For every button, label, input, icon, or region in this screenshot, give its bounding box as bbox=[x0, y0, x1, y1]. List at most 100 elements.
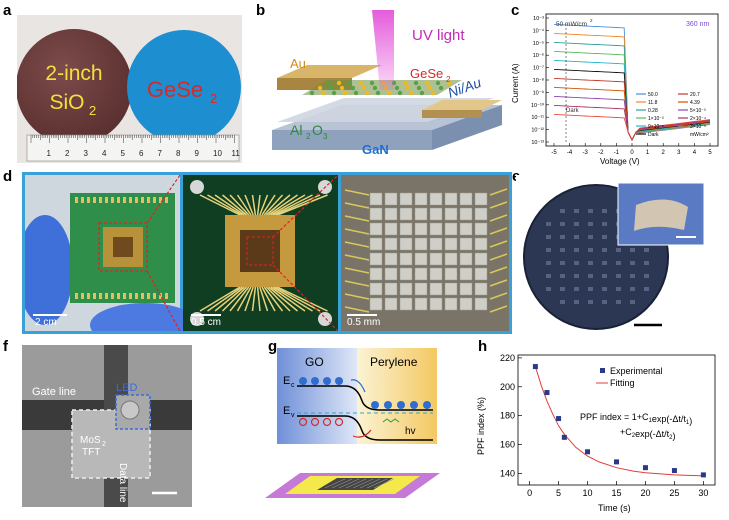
iv-x-tick: 1 bbox=[646, 150, 650, 156]
go-label: GO bbox=[305, 355, 324, 369]
ruler-number: 7 bbox=[158, 149, 163, 158]
ppf-x-tick: 0 bbox=[527, 488, 532, 498]
ppf-x-axis-label: Time (s) bbox=[598, 503, 631, 513]
iv-y-tick: 10⁻⁴ bbox=[533, 27, 545, 34]
ruler-number: 1 bbox=[47, 149, 52, 158]
valence-band bbox=[297, 415, 433, 441]
panel-label-h: h bbox=[478, 338, 488, 355]
iv-y-tick: 10⁻⁵ bbox=[533, 40, 544, 47]
iv-legend-label: 11.8 bbox=[648, 100, 658, 106]
tft-label: TFT bbox=[82, 447, 100, 458]
panel-label-f: f bbox=[3, 338, 8, 355]
experimental-point bbox=[561, 434, 567, 440]
experimental-point bbox=[614, 459, 619, 465]
ruler-number: 3 bbox=[84, 149, 89, 158]
iv-legend-label: 50.0 bbox=[648, 92, 658, 98]
iv-legend-label: 20.7 bbox=[690, 92, 700, 98]
panel-b-device-schematic: UV light Au GeSe 2 Ni/Au Al 2 O 3 GaN bbox=[272, 10, 502, 157]
panel-label-d: d bbox=[3, 168, 13, 185]
panel-f-micrograph: Gate line LED MoS 2 TFT Data line bbox=[22, 345, 192, 507]
wafer-label-gese2-sub: 2 bbox=[210, 91, 217, 106]
ppf-y-axis-label: PPF index (%) bbox=[476, 397, 486, 455]
iv-y-tick: 10⁻¹³ bbox=[531, 140, 544, 146]
panel-a-photo: 2-inch SiO 2 GeSe 2 1 2 3 4 5 6 7 8 9 10 11 bbox=[17, 15, 242, 163]
experimental-point bbox=[642, 465, 648, 471]
iv-y-tick: 10⁻⁶ bbox=[533, 52, 544, 59]
gese2-wafer bbox=[127, 30, 241, 144]
scale-bar-2cm: 2 cm bbox=[35, 317, 57, 328]
svg-text:2: 2 bbox=[590, 18, 593, 23]
experimental-point bbox=[671, 468, 677, 474]
svg-text:2: 2 bbox=[306, 132, 311, 141]
experimental-point bbox=[544, 390, 550, 396]
iv-legend-label: mW/cm² bbox=[690, 132, 709, 138]
iv-x-tick: -4 bbox=[567, 150, 573, 156]
iv-y-tick: 10⁻⁷ bbox=[533, 65, 544, 72]
ppf-x-tick: 5 bbox=[556, 488, 561, 498]
ppf-y-tick: 140 bbox=[500, 468, 515, 478]
ppf-x-tick: 10 bbox=[583, 488, 593, 498]
niau-label: Ni/Au bbox=[446, 74, 484, 101]
ppf-y-tick: 160 bbox=[500, 440, 515, 450]
wafer-label-2inch: 2-inch bbox=[45, 62, 102, 85]
svg-text:O: O bbox=[312, 122, 323, 138]
perylene-label: Perylene bbox=[370, 355, 418, 369]
svg-text:E: E bbox=[283, 375, 290, 387]
ruler-number: 8 bbox=[176, 149, 181, 158]
panel-label-g: g bbox=[268, 338, 278, 355]
panel-g-band-diagram: GO Perylene E c E v hv bbox=[265, 348, 440, 498]
gate-line-label: Gate line bbox=[32, 386, 76, 398]
fitting-curve bbox=[534, 366, 704, 477]
ruler-number: 5 bbox=[121, 149, 126, 158]
iv-x-tick: 2 bbox=[662, 150, 666, 156]
iv-legend-label: 9×10⁻⁵ bbox=[648, 124, 664, 130]
ppf-x-tick: 25 bbox=[669, 488, 679, 498]
ruler-number: 10 bbox=[213, 149, 222, 158]
gan-label: GaN bbox=[362, 142, 389, 157]
mos2-label: MoS bbox=[80, 435, 101, 446]
ppf-x-tick: 15 bbox=[611, 488, 621, 498]
ppf-y-tick: 180 bbox=[500, 411, 515, 421]
svg-text:2: 2 bbox=[446, 75, 451, 84]
iv-annot-wavelength: 360 nm bbox=[686, 21, 710, 28]
iv-y-tick: 10⁻¹² bbox=[531, 128, 544, 134]
iv-annot-power: 50 mW/cm bbox=[556, 21, 587, 28]
gese2-label: GeSe bbox=[410, 66, 443, 81]
iv-x-tick: 0 bbox=[630, 150, 634, 156]
ruler-number: 6 bbox=[139, 149, 144, 158]
ppf-x-tick: 30 bbox=[698, 488, 708, 498]
wafer-label-sio2-sub: 2 bbox=[89, 103, 96, 118]
iv-x-tick: 3 bbox=[677, 150, 681, 156]
ruler-number: 11 bbox=[232, 149, 241, 158]
data-line-label: Data line bbox=[117, 463, 128, 503]
iv-y-tick: 10⁻⁹ bbox=[533, 89, 544, 96]
experimental-point bbox=[556, 416, 562, 422]
uv-light-label: UV light bbox=[412, 27, 465, 44]
experimental-point bbox=[532, 364, 538, 370]
ppf-y-tick: 220 bbox=[500, 353, 515, 363]
panel-label-c: c bbox=[511, 2, 520, 19]
experimental-point bbox=[585, 449, 591, 455]
svg-text:c: c bbox=[291, 382, 295, 389]
panel-c-iv-chart: 10⁻³10⁻⁴10⁻⁵10⁻⁶10⁻⁷10⁻⁸10⁻⁹10⁻¹⁰10⁻¹¹10… bbox=[511, 13, 719, 166]
ruler-number: 2 bbox=[65, 149, 70, 158]
panel-h-ppf-chart: 140 160 180 200 220 0 5 10 15 20 25 30 Experimenta… bbox=[476, 353, 716, 513]
legend-experimental-marker bbox=[600, 368, 605, 373]
ppf-equation-line2: +C2exp(-Δt/t2) bbox=[620, 427, 675, 441]
iv-legend-label: 5×10⁻³ bbox=[690, 108, 706, 114]
wafer-label-sio2: SiO bbox=[49, 91, 84, 114]
legend-fitting: Fitting bbox=[610, 378, 635, 388]
uv-beam bbox=[372, 10, 394, 90]
iv-legend-label: 0.28 bbox=[648, 108, 658, 114]
scale-bar-05mm: 0.5 mm bbox=[347, 317, 380, 328]
panel-label-b: b bbox=[256, 2, 266, 19]
iv-y-tick: 10⁻¹⁰ bbox=[531, 102, 545, 109]
iv-legend-label: 1×10⁻³ bbox=[648, 116, 664, 122]
iv-legend-label: 3×10⁻⁵ bbox=[690, 124, 706, 130]
au-label: Au bbox=[290, 56, 306, 71]
experimental-point bbox=[700, 472, 706, 478]
iv-x-tick: -2 bbox=[598, 150, 604, 156]
ruler-number: 4 bbox=[102, 149, 107, 158]
iv-y-tick: 10⁻¹¹ bbox=[531, 115, 544, 121]
iv-x-tick: -1 bbox=[614, 150, 620, 156]
